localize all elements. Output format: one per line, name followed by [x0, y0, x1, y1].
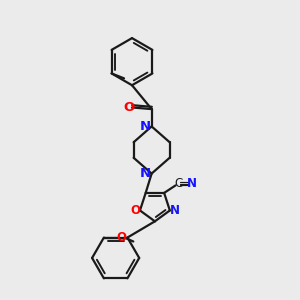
- Text: N: N: [140, 120, 151, 133]
- Text: N: N: [169, 204, 179, 217]
- Text: O: O: [117, 231, 127, 244]
- Text: N: N: [187, 177, 196, 190]
- Text: N: N: [140, 167, 151, 180]
- Text: C: C: [174, 177, 182, 190]
- Text: O: O: [130, 204, 140, 217]
- Text: O: O: [123, 101, 134, 114]
